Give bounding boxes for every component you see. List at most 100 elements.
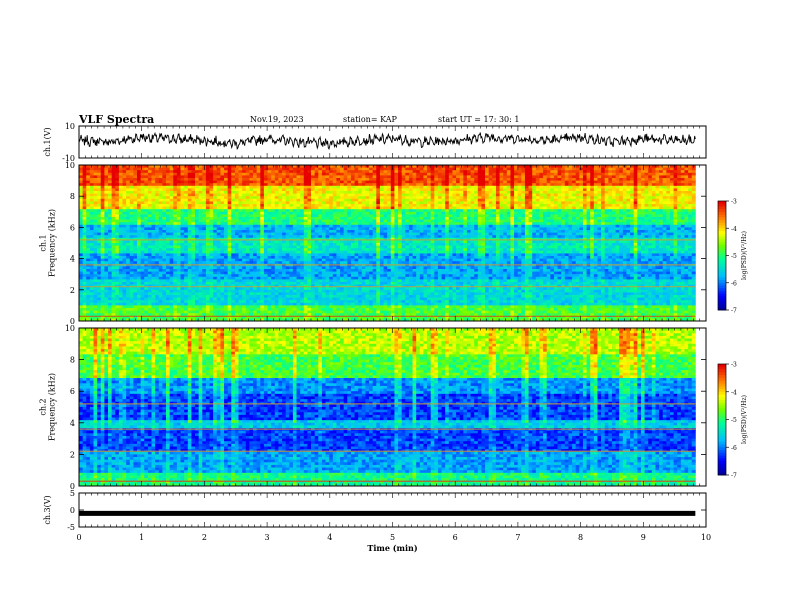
ch1-spectrogram-cell bbox=[463, 181, 467, 184]
ch1-spectrogram-cell bbox=[445, 170, 449, 173]
ch1-spectrogram-cell bbox=[228, 170, 232, 173]
ch1-spectrogram-cell bbox=[155, 194, 159, 197]
ch1-spectrogram-cell bbox=[438, 199, 442, 202]
ch1-spectrogram-cell bbox=[409, 183, 413, 186]
ch1-spectrogram-cell bbox=[641, 186, 645, 189]
ch1-spectrogram-cell bbox=[293, 191, 297, 194]
ch1-spectrogram-cell bbox=[380, 186, 384, 189]
ch1-spectrogram-cell bbox=[489, 194, 493, 197]
ch1-spectrogram-cell bbox=[351, 175, 355, 178]
ch1-spectrogram-cell bbox=[159, 196, 163, 199]
ch1-spectrogram-cell bbox=[369, 170, 373, 173]
ch1-spectrogram-cell bbox=[594, 196, 598, 199]
ch1-spectrogram-cell bbox=[329, 175, 333, 178]
ch1-spectrogram-cell bbox=[162, 191, 166, 194]
ch1-spectrogram-cell bbox=[173, 186, 177, 189]
ch1-spectrogram-cell bbox=[583, 186, 587, 189]
ch1-spectrogram-cell bbox=[416, 194, 420, 197]
ch1-spectrogram-cell bbox=[510, 181, 514, 184]
ch1-spectrogram-cell bbox=[358, 191, 362, 194]
ch1-spectrogram-cell bbox=[365, 194, 369, 197]
ch1-spectrogram-cell bbox=[481, 173, 485, 176]
ch1-spectrogram-cell bbox=[568, 196, 572, 199]
ch1-spectrogram-cell bbox=[347, 194, 351, 197]
ch1-spectrogram-cell bbox=[155, 186, 159, 189]
ch1-spectrogram-cell bbox=[380, 199, 384, 202]
ch1-spectrogram-cell bbox=[191, 194, 195, 197]
ch1-spectrogram-cell bbox=[217, 175, 221, 178]
ch1-spectrogram-cell bbox=[518, 181, 522, 184]
ch1-spectrogram-cell bbox=[104, 178, 108, 181]
ch1-spectrogram-cell bbox=[597, 194, 601, 197]
ch1-spectrogram-cell bbox=[413, 196, 417, 199]
ch1-spectrogram-cell bbox=[532, 191, 536, 194]
ch1-spectrogram-cell bbox=[300, 188, 304, 191]
ch1-spectrogram-cell bbox=[376, 178, 380, 181]
ch1-spectrogram-cell bbox=[438, 186, 442, 189]
ch1-spectrogram-cell bbox=[282, 191, 286, 194]
ch1-spectrogram-cell bbox=[123, 183, 127, 186]
ch1-spectrogram-cell bbox=[510, 173, 514, 176]
ch1-spectrogram-cell bbox=[108, 173, 112, 176]
ch1-spectrogram-cell bbox=[336, 191, 340, 194]
ch1-spectrogram-cell bbox=[394, 191, 398, 194]
ch1-spectrogram-cell bbox=[431, 194, 435, 197]
ch1-spectrogram-cells bbox=[79, 165, 696, 321]
ch1-spectrogram-cell bbox=[177, 191, 181, 194]
ch1-spectrogram-cell bbox=[572, 196, 576, 199]
ch1-spectrogram-cell bbox=[365, 183, 369, 186]
ch1-spectrogram-cell bbox=[605, 183, 609, 186]
ch1-spectrogram-cell bbox=[616, 196, 620, 199]
ch1-spectrogram-cell bbox=[202, 181, 206, 184]
ch1-spectrogram-cell bbox=[104, 168, 108, 171]
ch1-spectrogram-cell bbox=[260, 194, 264, 197]
ch1-spectrogram-cell bbox=[235, 194, 239, 197]
ch1-spectrogram-cell bbox=[195, 199, 199, 202]
ch1-spectrogram-cell bbox=[231, 199, 235, 202]
ch1-spectrogram-cell bbox=[191, 199, 195, 202]
ch1-spectrogram-cell bbox=[358, 173, 362, 176]
ch1-spectrogram-cell bbox=[547, 196, 551, 199]
ch1-spectrogram-cell bbox=[311, 191, 315, 194]
ch1-spectrogram-cell bbox=[289, 194, 293, 197]
ch1-spectrogram-cell bbox=[271, 199, 275, 202]
ch1-spectrogram-cell bbox=[355, 186, 359, 189]
ch1-spectrogram-cell bbox=[275, 199, 279, 202]
ch1-spectrogram-cell bbox=[587, 168, 591, 171]
ch1-spectrogram-cell bbox=[119, 196, 123, 199]
ch1-spectrogram-cell bbox=[478, 191, 482, 194]
ch1-spectrogram-cell bbox=[94, 194, 98, 197]
ch1-spectrogram-cell bbox=[427, 173, 431, 176]
ch1-spectrogram-cell bbox=[144, 186, 148, 189]
ch1-spectrogram-cell bbox=[539, 199, 543, 202]
ch1-spectrogram-cell bbox=[137, 168, 141, 171]
ch1-spectrogram-cell bbox=[213, 186, 217, 189]
ch1-spectrogram-cell bbox=[684, 168, 688, 171]
ch1-spectrogram-cell bbox=[684, 191, 688, 194]
ch1-spectrogram-cell bbox=[181, 175, 185, 178]
ch1-spectrogram-cell bbox=[587, 188, 591, 191]
ch1-spectrogram-cell bbox=[688, 178, 692, 181]
ch1-spectrogram-cell bbox=[148, 168, 152, 171]
ch1-spectrogram-cell bbox=[637, 186, 641, 189]
ch1-spectrogram-cell bbox=[539, 175, 543, 178]
ch1-spectrogram-cell bbox=[554, 186, 558, 189]
ch1-spectrogram-cell bbox=[579, 186, 583, 189]
ch1-spectrogram-cell bbox=[152, 196, 156, 199]
ch1-spectrogram-cell bbox=[387, 183, 391, 186]
ch1-spectrogram-cell bbox=[572, 175, 576, 178]
ch1-spectrogram-cell bbox=[503, 181, 507, 184]
ch1-spectrogram-cell bbox=[612, 181, 616, 184]
ch1-spectrogram-cell bbox=[467, 191, 471, 194]
ch1-spectrogram-cell bbox=[471, 173, 475, 176]
ch1-spectrogram-cell bbox=[275, 181, 279, 184]
ch1-spectrogram-cell bbox=[539, 178, 543, 181]
ch1-spectrogram-cell bbox=[264, 175, 268, 178]
ch1-spectrogram-cell bbox=[202, 186, 206, 189]
ch1-spectrogram-cell bbox=[97, 170, 101, 173]
ch1-spectrogram-cell bbox=[434, 170, 438, 173]
ch1-spectrogram-cell bbox=[166, 170, 170, 173]
ch1-spectrogram-cell bbox=[141, 173, 145, 176]
ch1-spectrogram-cell bbox=[674, 196, 678, 199]
ch1-spectrogram-cell bbox=[645, 175, 649, 178]
